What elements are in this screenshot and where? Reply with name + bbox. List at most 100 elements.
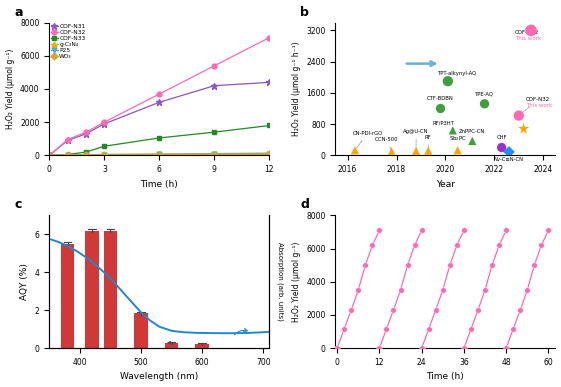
Point	[523, 287, 532, 293]
Text: TPE-AQ: TPE-AQ	[475, 92, 494, 104]
Point	[424, 147, 433, 154]
P25	[82, 152, 89, 157]
Text: This work: This work	[515, 36, 541, 41]
Point	[375, 227, 384, 233]
X-axis label: Time (h): Time (h)	[140, 180, 178, 188]
Point	[436, 105, 445, 111]
Point	[443, 78, 452, 84]
Point	[403, 262, 412, 268]
P25	[266, 151, 273, 156]
COF-N32	[156, 92, 163, 96]
WO₃	[101, 153, 108, 158]
Point	[412, 148, 421, 154]
Point	[445, 262, 454, 268]
WO₃	[266, 152, 273, 157]
Point	[354, 287, 363, 293]
Y-axis label: Absorption (arb. units): Absorption (arb. units)	[277, 242, 283, 321]
Line: COF-N31: COF-N31	[46, 79, 273, 159]
Text: CTF-BDBN: CTF-BDBN	[427, 96, 454, 108]
Bar	[61, 244, 75, 348]
Point	[410, 242, 419, 248]
Text: Sb$_2$PC: Sb$_2$PC	[449, 135, 466, 150]
Point	[417, 345, 426, 351]
Text: b: b	[300, 6, 309, 19]
Point	[340, 326, 349, 332]
COF-N33	[101, 144, 108, 149]
Text: OCN-500: OCN-500	[375, 137, 398, 149]
Bar	[104, 231, 117, 348]
Line: COF-N32: COF-N32	[47, 35, 272, 158]
Y-axis label: H₂O₂ Yield (μmol g⁻¹): H₂O₂ Yield (μmol g⁻¹)	[6, 49, 15, 129]
Text: COF-N32: COF-N32	[515, 30, 539, 35]
Text: RF/P3HT: RF/P3HT	[432, 120, 454, 130]
Point	[495, 242, 504, 248]
Text: c: c	[14, 199, 21, 211]
Point	[488, 262, 496, 268]
Point	[368, 242, 377, 248]
Y-axis label: AQY (%): AQY (%)	[20, 264, 29, 300]
COF-N31	[211, 83, 218, 88]
Text: TPT-alkynyl-AQ: TPT-alkynyl-AQ	[438, 71, 477, 81]
Point	[347, 307, 356, 313]
COF-N31	[156, 100, 163, 104]
WO₃	[211, 152, 218, 157]
Line: COF-N33: COF-N33	[47, 123, 272, 158]
WO₃	[65, 153, 71, 158]
COF-N32	[65, 137, 71, 142]
Point	[459, 345, 468, 351]
g-C₃N₄	[211, 151, 218, 156]
P25	[156, 152, 163, 157]
COF-N33	[211, 130, 218, 134]
Line: g-C₃N₄: g-C₃N₄	[47, 151, 272, 158]
g-C₃N₄	[101, 152, 108, 157]
COF-N32	[211, 63, 218, 68]
Text: Ag@U-CN: Ag@U-CN	[403, 129, 429, 148]
Point	[351, 147, 360, 153]
Point	[417, 227, 426, 233]
g-C₃N₄	[266, 151, 273, 155]
Point	[424, 326, 433, 332]
Point	[481, 287, 490, 293]
COF-N32	[46, 153, 53, 158]
Point	[537, 242, 546, 248]
Text: This work: This work	[526, 103, 553, 108]
Bar	[134, 313, 148, 348]
Point	[516, 307, 525, 313]
Text: RF: RF	[425, 135, 431, 148]
COF-N33	[156, 135, 163, 140]
Point	[375, 345, 384, 351]
X-axis label: Wavelength (nm): Wavelength (nm)	[120, 372, 199, 382]
P25	[65, 153, 71, 158]
COF-N32	[82, 130, 89, 134]
COF-N33	[266, 123, 273, 128]
Point	[452, 242, 461, 248]
Line: P25: P25	[47, 151, 272, 158]
Point	[448, 127, 457, 134]
COF-N33	[65, 152, 71, 157]
Point	[519, 126, 528, 132]
P25	[101, 152, 108, 157]
Point	[361, 262, 370, 268]
Point	[468, 138, 477, 144]
Text: ZnPPC-CN: ZnPPC-CN	[459, 129, 485, 141]
COF-N31	[82, 132, 89, 136]
Point	[504, 149, 513, 155]
Text: CN-PDI-rGO: CN-PDI-rGO	[352, 131, 383, 148]
Point	[497, 144, 506, 151]
COF-N31	[266, 80, 273, 85]
Y-axis label: H₂O₂ Yield (μmol g⁻¹): H₂O₂ Yield (μmol g⁻¹)	[292, 241, 301, 322]
P25	[46, 153, 53, 158]
X-axis label: Time (h): Time (h)	[426, 372, 465, 382]
Point	[530, 262, 539, 268]
Text: COF-N32: COF-N32	[521, 98, 550, 114]
Text: d: d	[300, 199, 309, 211]
Point	[389, 307, 398, 313]
Bar	[85, 231, 99, 348]
g-C₃N₄	[156, 152, 163, 156]
X-axis label: Year: Year	[436, 180, 455, 188]
COF-N31	[65, 138, 71, 143]
g-C₃N₄	[46, 153, 53, 158]
Point	[333, 345, 342, 351]
Point	[480, 101, 489, 107]
Point	[502, 227, 511, 233]
